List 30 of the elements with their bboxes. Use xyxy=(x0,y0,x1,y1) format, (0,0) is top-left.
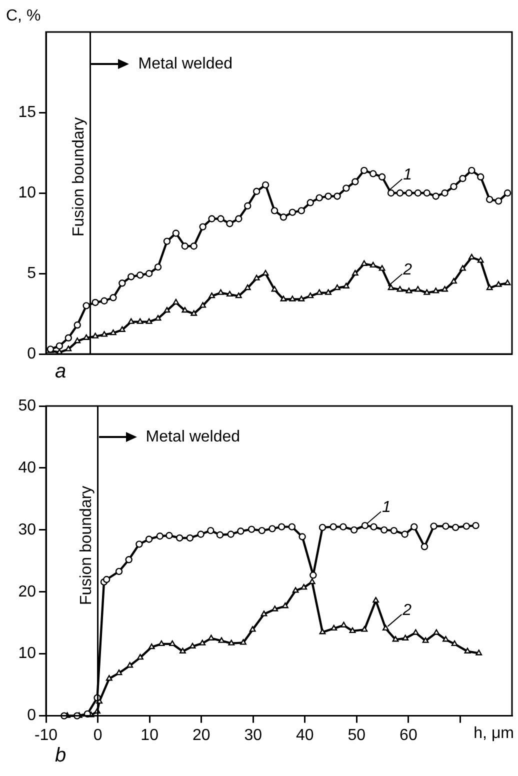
x-tick-label: 20 xyxy=(192,726,210,744)
ref-line-label: Fusion boundary xyxy=(78,486,96,606)
y-tick-label: 10 xyxy=(18,645,36,662)
text: a xyxy=(55,360,66,383)
y-tick-label: 50 xyxy=(18,397,36,414)
annotation: 2 xyxy=(402,261,412,278)
y-tick-label: 5 xyxy=(27,264,36,282)
x-tick-label: 50 xyxy=(348,726,366,744)
y-tick-label: 40 xyxy=(18,459,36,476)
y-tick-label: 10 xyxy=(18,184,36,202)
y-tick-label: 30 xyxy=(18,521,36,538)
text: b xyxy=(55,744,66,766)
text: Fusion boundary xyxy=(70,117,88,236)
x-tick-label: 60 xyxy=(400,726,418,744)
y-tick-label: 0 xyxy=(27,345,36,362)
annotation: 1 xyxy=(382,499,391,516)
y-tick-label: 15 xyxy=(18,104,36,121)
y-tick-label: 20 xyxy=(18,583,36,600)
annotation: Metal welded xyxy=(146,428,240,446)
x-tick-label: 10 xyxy=(140,726,159,744)
y-axis-title: C, % xyxy=(6,7,41,24)
x-tick-label: 0 xyxy=(93,726,102,744)
x-tick-label: -10 xyxy=(34,726,58,744)
y-tick-label: 0 xyxy=(27,707,36,724)
annotation: 1 xyxy=(403,166,412,184)
x-tick-label: 30 xyxy=(244,726,262,744)
x-tick-label: 40 xyxy=(296,726,314,744)
annotation: 2 xyxy=(402,602,412,619)
x-axis-title: h, μm xyxy=(474,725,514,742)
annotation: Metal welded xyxy=(138,56,233,73)
